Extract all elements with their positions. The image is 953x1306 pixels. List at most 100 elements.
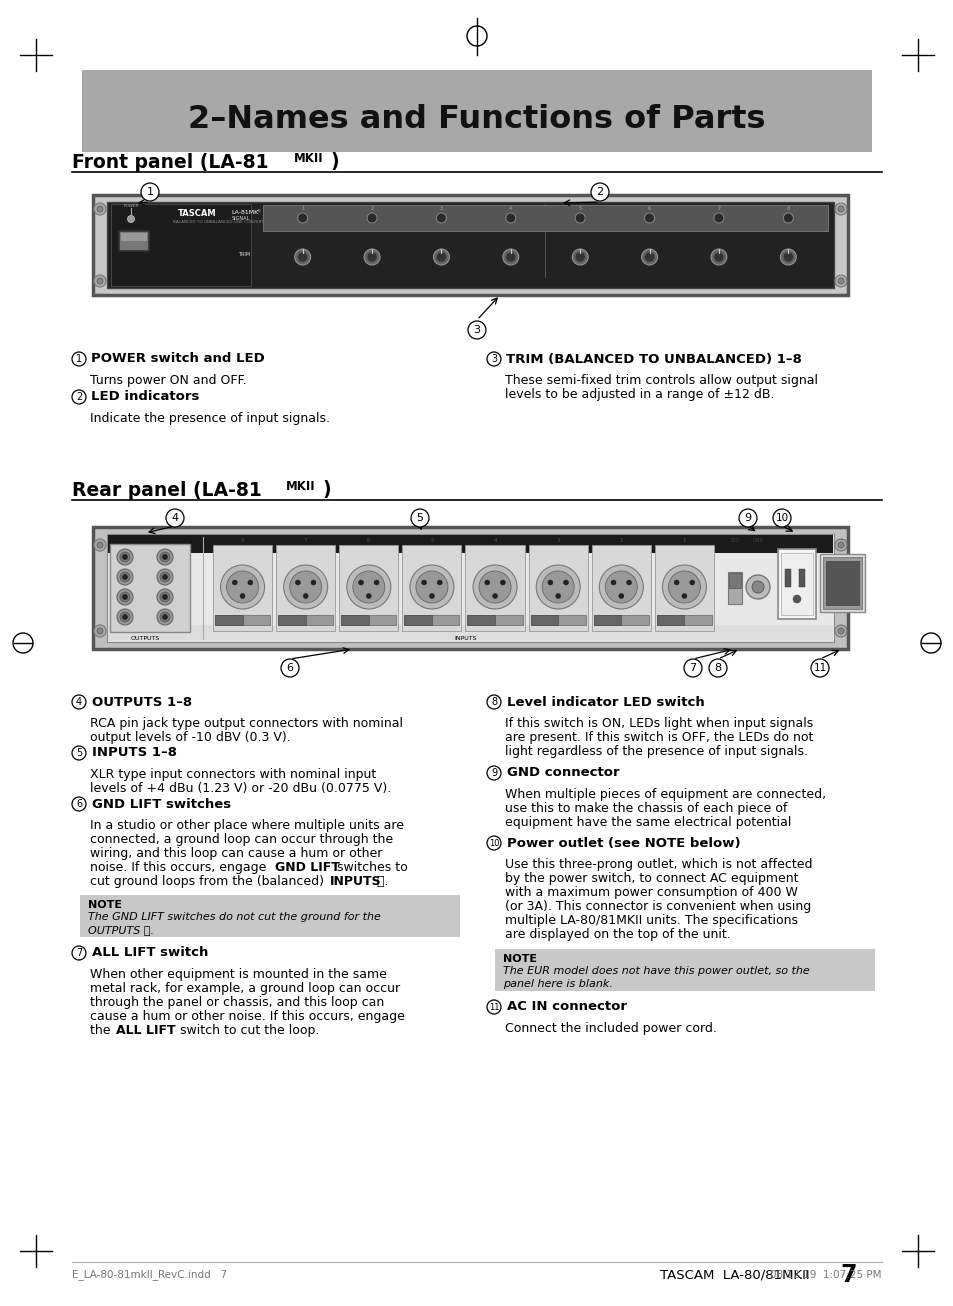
Bar — [275, 545, 335, 631]
Text: OUTPUTS ⓣ.: OUTPUTS ⓣ. — [88, 925, 153, 935]
Bar — [107, 202, 833, 289]
Text: are displayed on the top of the unit.: are displayed on the top of the unit. — [504, 929, 730, 942]
Circle shape — [94, 539, 106, 551]
Bar — [92, 528, 847, 649]
Text: levels of +4 dBu (1.23 V) or -20 dBu (0.0775 V).: levels of +4 dBu (1.23 V) or -20 dBu (0.… — [90, 782, 391, 795]
Text: TASCAM: TASCAM — [178, 209, 216, 218]
Circle shape — [837, 278, 843, 283]
Text: switch to cut the loop.: switch to cut the loop. — [175, 1024, 319, 1037]
Text: Front panel (LA-81: Front panel (LA-81 — [71, 153, 268, 171]
Text: with a maximum power consumption of 400 W: with a maximum power consumption of 400 … — [504, 885, 797, 899]
Text: 3: 3 — [439, 206, 442, 212]
Text: 7: 7 — [689, 663, 696, 673]
Circle shape — [347, 565, 391, 609]
Circle shape — [353, 571, 384, 603]
Circle shape — [478, 571, 511, 603]
Circle shape — [782, 252, 793, 263]
Text: 8: 8 — [786, 206, 789, 212]
Text: 2: 2 — [596, 187, 603, 197]
Bar — [820, 554, 864, 613]
Circle shape — [97, 628, 103, 633]
Circle shape — [71, 946, 86, 960]
Text: panel here is blank.: panel here is blank. — [502, 980, 612, 989]
Text: ): ) — [322, 481, 331, 499]
Text: TRIM (BALANCED TO UNBALANCED) 1–8: TRIM (BALANCED TO UNBALANCED) 1–8 — [505, 353, 801, 366]
Text: 5: 5 — [430, 538, 434, 543]
Text: 3: 3 — [491, 354, 497, 364]
Circle shape — [792, 596, 801, 603]
Circle shape — [160, 552, 170, 562]
Text: 2: 2 — [618, 538, 622, 543]
Text: LED indicators: LED indicators — [91, 390, 199, 404]
Circle shape — [486, 695, 500, 709]
Bar — [781, 552, 812, 615]
Circle shape — [837, 628, 843, 633]
Circle shape — [689, 580, 694, 585]
Bar — [92, 195, 847, 295]
Bar — [495, 949, 874, 991]
Circle shape — [290, 571, 321, 603]
Circle shape — [468, 321, 485, 340]
Text: 2–Names and Functions of Parts: 2–Names and Functions of Parts — [188, 103, 765, 135]
Circle shape — [486, 1000, 500, 1013]
Text: (or 3A). This connector is convenient when using: (or 3A). This connector is convenient wh… — [504, 900, 810, 913]
Bar — [727, 572, 741, 603]
Circle shape — [97, 542, 103, 549]
Text: AC IN connector: AC IN connector — [506, 1000, 626, 1013]
Circle shape — [499, 580, 505, 585]
Bar — [82, 71, 871, 151]
Bar — [799, 569, 804, 586]
Bar — [119, 231, 149, 251]
Text: 1: 1 — [147, 187, 153, 197]
Circle shape — [782, 213, 793, 223]
Circle shape — [640, 249, 657, 265]
Text: 6: 6 — [367, 538, 370, 543]
Circle shape — [713, 213, 723, 223]
Circle shape — [364, 249, 379, 265]
Circle shape — [303, 593, 308, 598]
Text: Use this three-prong outlet, which is not affected: Use this three-prong outlet, which is no… — [504, 858, 812, 871]
Text: 7: 7 — [840, 1263, 856, 1286]
Bar — [593, 615, 648, 626]
Circle shape — [311, 580, 315, 585]
Bar — [107, 534, 833, 643]
Text: OUTPUTS: OUTPUTS — [131, 636, 159, 640]
Circle shape — [283, 565, 327, 609]
Text: 8: 8 — [240, 538, 244, 543]
Circle shape — [248, 580, 253, 585]
Text: 4: 4 — [509, 206, 512, 212]
Text: are present. If this switch is OFF, the LEDs do not: are present. If this switch is OFF, the … — [504, 731, 813, 744]
Text: Indicate the presence of input signals.: Indicate the presence of input signals. — [90, 411, 330, 424]
Bar — [404, 615, 459, 626]
Text: Power outlet (see NOTE below): Power outlet (see NOTE below) — [506, 837, 740, 849]
Text: MKII: MKII — [286, 481, 315, 494]
Text: noise. If this occurs, engage: noise. If this occurs, engage — [90, 861, 270, 874]
Bar — [530, 615, 585, 626]
Circle shape — [772, 509, 790, 528]
Text: light regardless of the presence of input signals.: light regardless of the presence of inpu… — [504, 744, 807, 757]
Circle shape — [120, 552, 130, 562]
Circle shape — [644, 252, 654, 263]
Circle shape — [94, 626, 106, 637]
Text: ): ) — [330, 153, 338, 171]
Circle shape — [751, 581, 763, 593]
Text: use this to make the chassis of each piece of: use this to make the chassis of each pie… — [504, 802, 786, 815]
Circle shape — [367, 252, 376, 263]
Circle shape — [366, 593, 371, 598]
Text: XLR type input connectors with nominal input: XLR type input connectors with nominal i… — [90, 768, 375, 781]
Bar — [108, 535, 832, 552]
Circle shape — [681, 593, 686, 598]
Circle shape — [644, 213, 654, 223]
Circle shape — [162, 615, 168, 619]
Circle shape — [421, 580, 426, 585]
Circle shape — [486, 836, 500, 850]
Circle shape — [410, 565, 454, 609]
Circle shape — [157, 549, 172, 565]
Text: output levels of -10 dBV (0.3 V).: output levels of -10 dBV (0.3 V). — [90, 731, 291, 744]
Text: The GND LIFT switches do not cut the ground for the: The GND LIFT switches do not cut the gro… — [88, 912, 380, 922]
Circle shape — [367, 213, 376, 223]
Text: 08.12.19  1:07:25 PM: 08.12.19 1:07:25 PM — [770, 1269, 882, 1280]
Text: 10: 10 — [775, 513, 788, 522]
Bar — [341, 615, 369, 626]
Text: The EUR model does not have this power outlet, so the: The EUR model does not have this power o… — [502, 966, 809, 976]
